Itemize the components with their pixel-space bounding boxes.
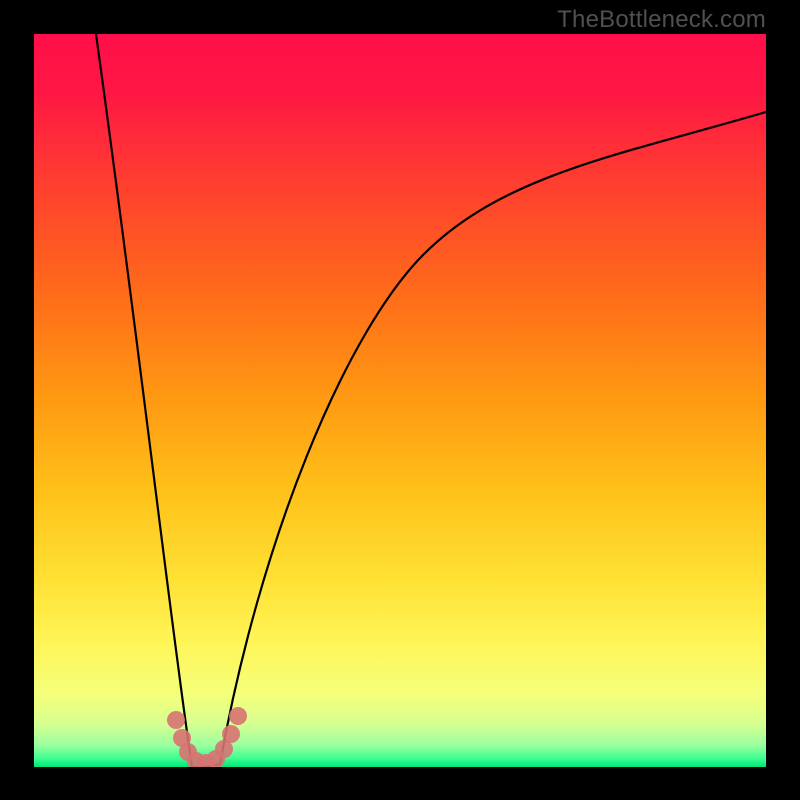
curve-markers: [167, 707, 247, 767]
curve-marker: [167, 711, 185, 729]
curve-svg: [34, 34, 766, 767]
bottleneck-curve: [96, 34, 766, 767]
chart-outer: TheBottleneck.com: [0, 0, 800, 800]
curve-marker: [222, 725, 240, 743]
plot-area: [34, 34, 766, 767]
watermark-text: TheBottleneck.com: [557, 6, 766, 34]
curve-marker: [229, 707, 247, 725]
